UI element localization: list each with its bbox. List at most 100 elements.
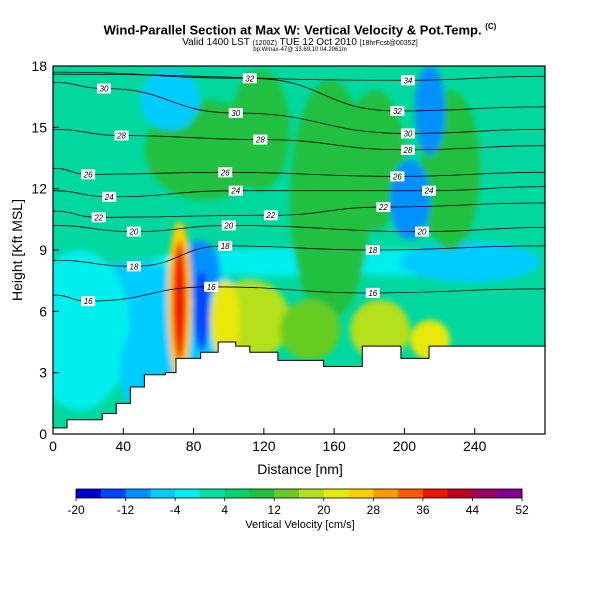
colorbar-swatch [472,489,498,498]
colorbar-tick-label: 52 [515,503,529,517]
contour-label-bg [400,128,415,139]
colorbar-label: Vertical Velocity [cm/s] [245,519,354,531]
contour-label: 34 [403,76,412,85]
y-tick-label: 9 [39,242,47,258]
contour-label-bg [81,296,96,307]
colorbar-swatch [100,489,127,498]
y-tick-label: 18 [31,58,47,74]
colorbar-swatch [125,489,151,498]
contour-label-bg [218,167,233,178]
y-tick-label: 12 [31,181,47,197]
y-axis-label: Height [Kft MSL] [9,199,25,301]
contour-label: 28 [255,136,265,145]
contour-label-bg [415,226,429,237]
colorbar-swatch [348,489,374,498]
contour-label: 30 [100,84,109,93]
contour-label-bg [114,130,129,141]
contour-label: 24 [230,187,240,196]
colorbar-swatch [422,489,449,498]
contour-label: 24 [424,187,434,196]
velocity-blob [280,300,340,360]
contour-label: 32 [393,107,402,116]
contour-label: 22 [378,203,388,212]
contour-label: 26 [220,168,230,177]
velocity-blob [345,90,405,230]
contour-label-bg [228,108,243,119]
contour-label-bg [126,261,141,272]
velocity-blob [140,70,200,130]
contour-label-bg [390,171,405,182]
velocity-blob [400,242,540,282]
colorbar-tick-label: 28 [367,503,381,517]
y-axis: 0 3 6 9 12 15 18 [31,58,59,442]
contour-label: 30 [403,129,412,138]
colorbar-swatch [249,489,275,498]
velocity-blob [210,280,240,360]
chart-subtitle-location: bp:Wmax-47@ 33.69,10 04.2061m [253,47,347,53]
colorbar-tick-label: 44 [466,503,480,517]
colorbar-swatch [175,489,201,498]
contour-label: 28 [402,146,412,155]
contour-label: 26 [83,170,93,179]
contour-label: 16 [368,289,377,298]
contour-label: 26 [392,172,402,181]
chart-subtitle: Valid 1400 LST (1200Z) TUE 12 Oct 2010 [… [0,37,600,48]
contour-label-bg [242,73,257,84]
chart-title-unit: (C) [485,22,497,31]
contour-label: 16 [207,283,216,292]
contour-label-bg [102,191,117,202]
contour-label-bg [365,287,380,298]
theta-contour-34 [53,73,545,81]
colorbar-tick-label: -4 [170,503,181,517]
colorbar-swatch [274,489,300,498]
colorbar-tick-label: 4 [221,503,228,517]
chart-title-text: Wind-Parallel Section at Max W: Vertical… [103,22,482,38]
x-tick-label: 80 [186,438,202,454]
x-tick-label: 120 [252,438,276,454]
contour-label: 32 [245,74,254,83]
contour-label: 16 [84,297,93,306]
contour-label: 18 [221,242,230,251]
x-axis-label: Distance [nm] [257,461,343,477]
velocity-blob [350,300,410,360]
x-tick-label: 240 [463,438,487,454]
contour-labels: 16 16 16 18 18 18 20 20 20 22 22 22 24 24 24 26 26 26 28 28… [81,73,437,307]
contour-label-bg [126,226,141,237]
contour-label-bg [204,281,219,292]
contour-label-bg [422,185,437,196]
subtitle-date: TUE 12 Oct 2010 [279,37,357,48]
contour-label: 18 [368,246,377,255]
contour-label: 28 [116,132,126,141]
colorbar-swatch [398,489,424,498]
contour-label-bg [228,185,243,196]
colorbar-swatch [150,489,176,498]
colorbar-tick-label: 20 [317,503,331,517]
contour-label: 20 [128,228,138,237]
updraft-core-max [172,241,187,362]
y-tick-label: 0 [39,426,47,442]
contour-label-bg [390,105,405,116]
subtitle-valid: Valid 1400 LST [182,37,250,48]
colorbar-swatch [299,489,325,498]
contour-label-bg [221,220,236,231]
colorbar-swatch [447,489,473,498]
subtitle-forecast: [18hrFcst@0035Z] [359,40,418,47]
terrain [53,341,545,434]
colorbar-swatch [199,489,226,498]
contour-label: 18 [129,262,138,271]
velocity-blob [230,70,290,190]
colorbar-tick-label: 12 [268,503,282,517]
contour-label-bg [365,245,380,255]
contour-label-bg [376,202,391,213]
contour-label: 22 [265,211,275,220]
theta-contour-28 [53,128,545,151]
x-tick-label: 200 [393,438,417,454]
colorbar-frame [75,488,523,499]
theta-contour-18 [53,245,545,267]
x-tick-label: 40 [115,438,131,454]
contour-label-bg [400,144,415,155]
colorbar-tick-label: 36 [416,503,430,517]
contour-label: 24 [104,193,114,202]
x-tick-label: 160 [322,438,346,454]
